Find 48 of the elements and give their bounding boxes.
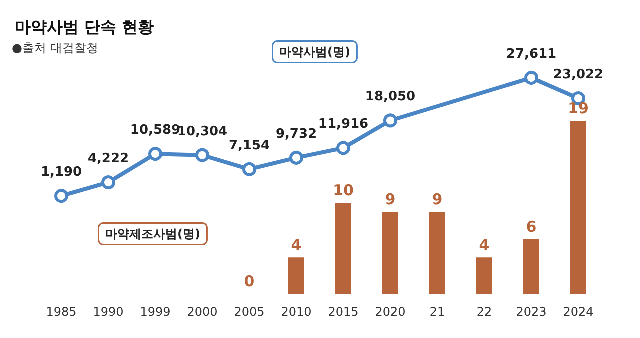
text: ●출처 대검찰청 [12,41,98,55]
data-label: 18,050 [365,90,416,105]
data-label: 6 [526,218,537,236]
data-label: 7,154 [228,138,270,154]
x-tick-label: 2010 [281,305,312,319]
data-label: 0 [244,272,255,290]
point [148,147,162,162]
bar [524,239,540,294]
data-label: 9 [385,190,396,209]
x-tick-label: 2020 [375,305,406,319]
data-label: 11,916 [318,117,369,132]
data-label: 9 [432,190,443,209]
point [384,114,398,128]
data-label: 1,190 [40,165,82,180]
x-tick-label: 1999 [140,305,171,319]
data-label: 9,732 [276,126,318,142]
x-tick-label: 2015 [328,305,359,319]
bar [288,258,304,294]
x-tick-label: 1990 [93,305,124,319]
x-tick-label: 2000 [187,305,218,319]
point [54,189,68,204]
bar [570,121,586,294]
x-tick-label: 2024 [563,305,594,319]
chart-title: 마약사범 단속 현황 [15,18,154,36]
bar [476,258,492,294]
data-label: 23,022 [553,68,604,83]
point [290,150,304,165]
data-label: 4,222 [88,152,130,167]
data-label: 4 [479,236,490,254]
x-tick-label: 2023 [516,305,547,319]
bar [430,212,446,294]
x-tick-label: 1985 [46,305,77,319]
x-tick-label: 21 [430,305,446,319]
point [102,176,116,190]
point [524,71,538,85]
bar [336,203,352,294]
data-label: 4 [291,236,302,254]
point [242,162,256,176]
text: 마약사범(명) [280,45,350,59]
point [336,141,350,156]
x-tick-label: 2005 [234,305,265,319]
text: 마약제조사범(명) [106,227,200,241]
x-tick-label: 22 [476,305,492,319]
point [196,148,210,162]
data-label: 10 [333,182,354,200]
data-label: 27,611 [506,47,557,62]
bar [382,212,398,294]
data-label: 19 [568,100,589,118]
